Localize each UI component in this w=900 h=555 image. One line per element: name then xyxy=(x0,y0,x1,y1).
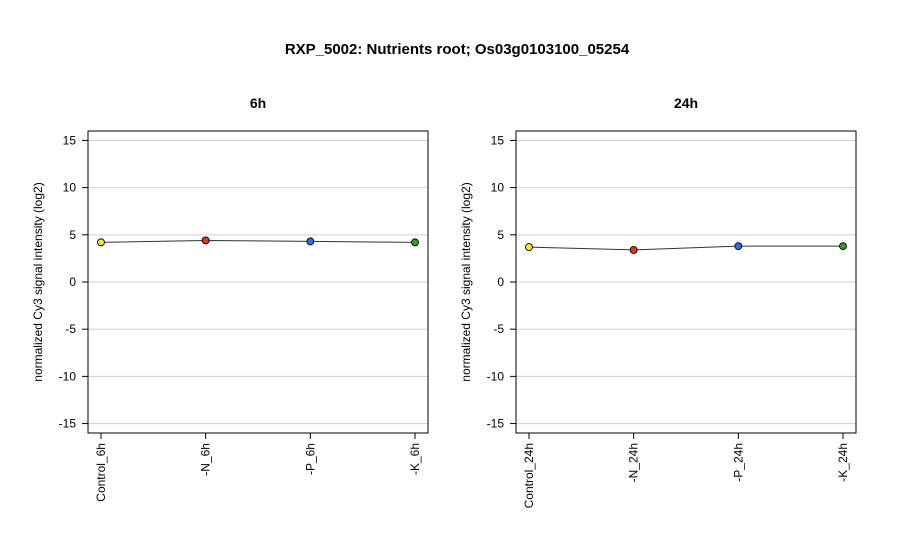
series-line xyxy=(100,239,416,243)
data-point--P_6h xyxy=(306,237,315,246)
panel-title: 24h xyxy=(674,95,698,111)
panel-title: 6h xyxy=(250,95,266,111)
x-tick-label: -P_24h xyxy=(731,443,745,482)
y-tick-label: 15 xyxy=(63,133,77,147)
x-tick-label: Control_6h xyxy=(94,443,108,502)
data-point-Control_24h xyxy=(525,243,533,252)
data-point--K_24h xyxy=(839,242,847,251)
panel-6h: 6h -15 -10 -5 0 5 10 15 normalized Cy3 signal in… xyxy=(31,95,429,502)
y-tick-label: -5 xyxy=(65,322,76,336)
series-line xyxy=(528,245,843,251)
x-tick-label: -N_6h xyxy=(199,443,213,476)
y-tick-label: 5 xyxy=(497,228,504,242)
y-tick-label: -15 xyxy=(487,417,505,431)
data-point--N_6h xyxy=(201,236,210,245)
data-point-Control_6h xyxy=(97,238,105,247)
panel-24h: 24h -15 -10 -5 0 5 10 15 normalized Cy3 signal i… xyxy=(459,95,857,508)
data-point--N_24h xyxy=(629,245,638,254)
y-tick-label: 15 xyxy=(491,133,505,147)
x-tick-label: -K_24h xyxy=(836,443,850,482)
main-title: RXP_5002: Nutrients root; Os03g0103100_0… xyxy=(285,41,630,58)
y-axis-label: normalized Cy3 signal intensity (log2) xyxy=(31,182,45,381)
x-tick-label: -N_24h xyxy=(627,443,641,482)
x-tick-label: -K_6h xyxy=(408,443,422,475)
y-tick-label: 0 xyxy=(69,275,76,289)
data-point--P_24h xyxy=(734,242,743,251)
y-tick-label: -15 xyxy=(59,417,77,431)
x-tick-label: Control_24h xyxy=(522,443,536,508)
x-tick-label: -P_6h xyxy=(303,443,317,475)
y-tick-label: 0 xyxy=(497,275,504,289)
y-tick-label: 10 xyxy=(63,181,77,195)
y-tick-label: -5 xyxy=(493,322,504,336)
data-point--K_6h xyxy=(411,238,419,247)
y-tick-label: 5 xyxy=(69,228,76,242)
y-axis-label: normalized Cy3 signal intensity (log2) xyxy=(459,182,473,381)
y-tick-label: -10 xyxy=(59,369,77,383)
y-tick-label: -10 xyxy=(487,369,505,383)
y-tick-label: 10 xyxy=(491,181,505,195)
